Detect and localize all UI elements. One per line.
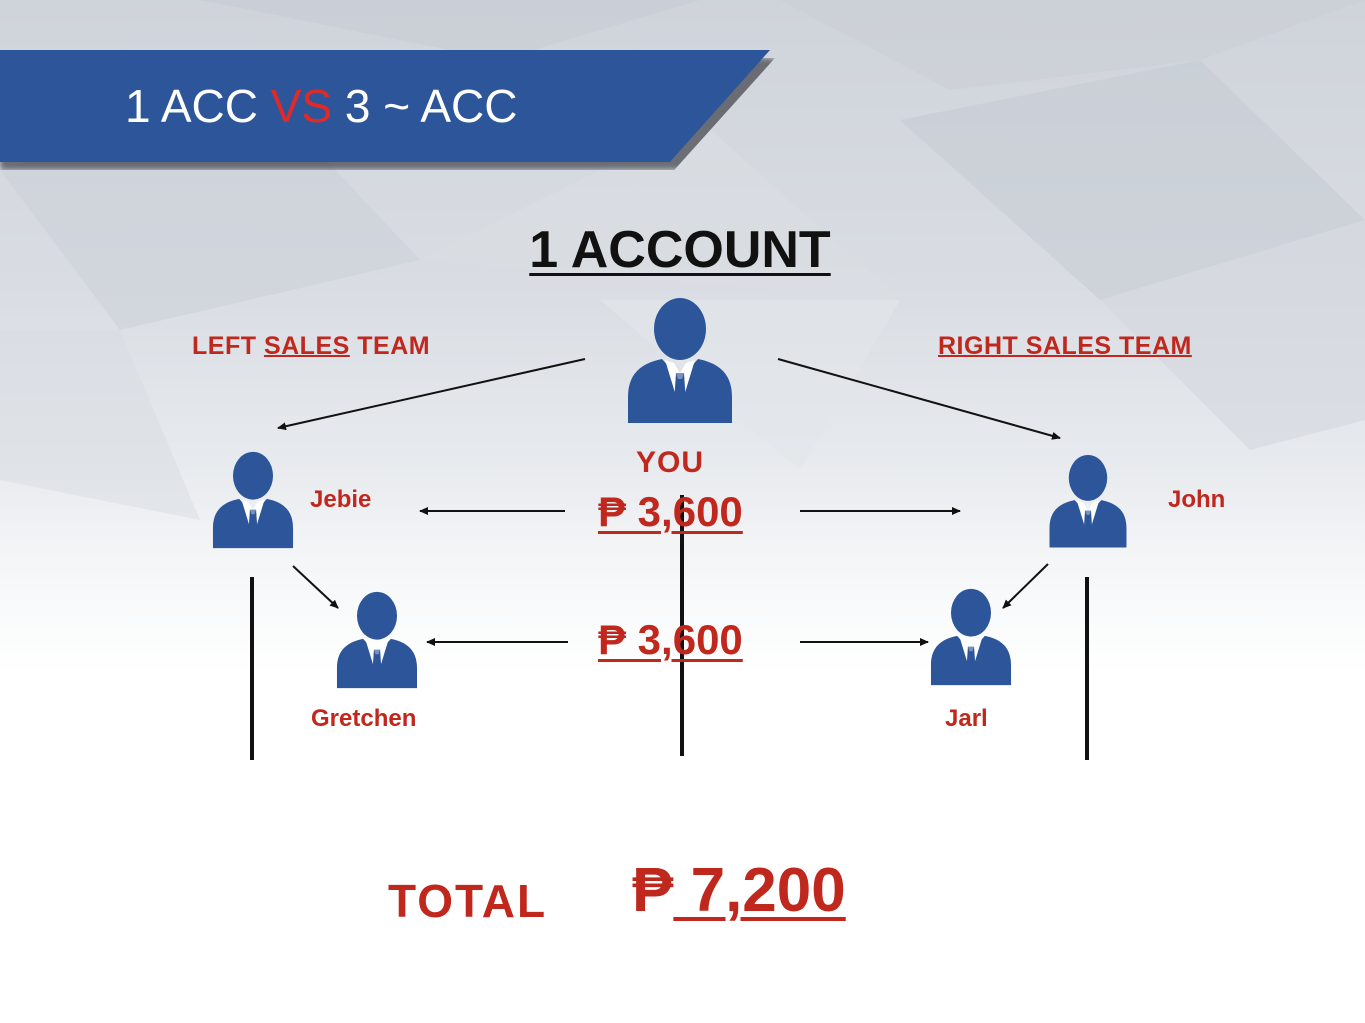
person-jebie-label: Jebie <box>310 486 372 513</box>
left-team-label: LEFT SALES TEAM <box>192 331 430 361</box>
arrow-john-to-jarl <box>1002 563 1049 609</box>
total-currency: ₱ <box>632 856 674 925</box>
arrow-jebie-to-gretchen <box>292 565 339 609</box>
person-jarl-icon <box>930 588 1012 686</box>
title-part-2: 3 ~ ACC <box>332 80 518 132</box>
title-vs: VS <box>270 80 333 132</box>
total-amount: ₱ 7,200 <box>632 855 846 927</box>
total-label: TOTAL <box>388 875 548 927</box>
slide-title: 1 ACC VS 3 ~ ACC <box>125 76 517 136</box>
arrow-you-to-jebie <box>277 358 586 431</box>
account-heading: 1 ACCOUNT <box>529 221 831 279</box>
person-jarl-label: Jarl <box>945 705 988 732</box>
title-banner <box>0 50 770 162</box>
left-team-underlined: SALES <box>263 332 350 360</box>
total-value: 7,200 <box>673 856 846 925</box>
level2-amount: ₱ 3,600 <box>598 616 743 663</box>
left-team-suffix: TEAM <box>349 332 431 360</box>
person-jebie-icon <box>212 451 294 549</box>
person-you-label: YOU <box>636 446 705 479</box>
right-team-label: RIGHT SALES TEAM <box>938 332 1192 360</box>
person-you-icon <box>628 298 732 423</box>
arrow-you-to-john <box>777 358 1061 440</box>
level1-amount: ₱ 3,600 <box>598 488 743 535</box>
title-part-1: 1 ACC <box>125 80 271 132</box>
person-gretchen-label: Gretchen <box>311 705 417 732</box>
person-john-icon <box>1049 454 1127 548</box>
person-gretchen-icon <box>336 591 418 689</box>
person-john-label: John <box>1168 486 1226 513</box>
left-team-prefix: LEFT <box>192 332 264 360</box>
